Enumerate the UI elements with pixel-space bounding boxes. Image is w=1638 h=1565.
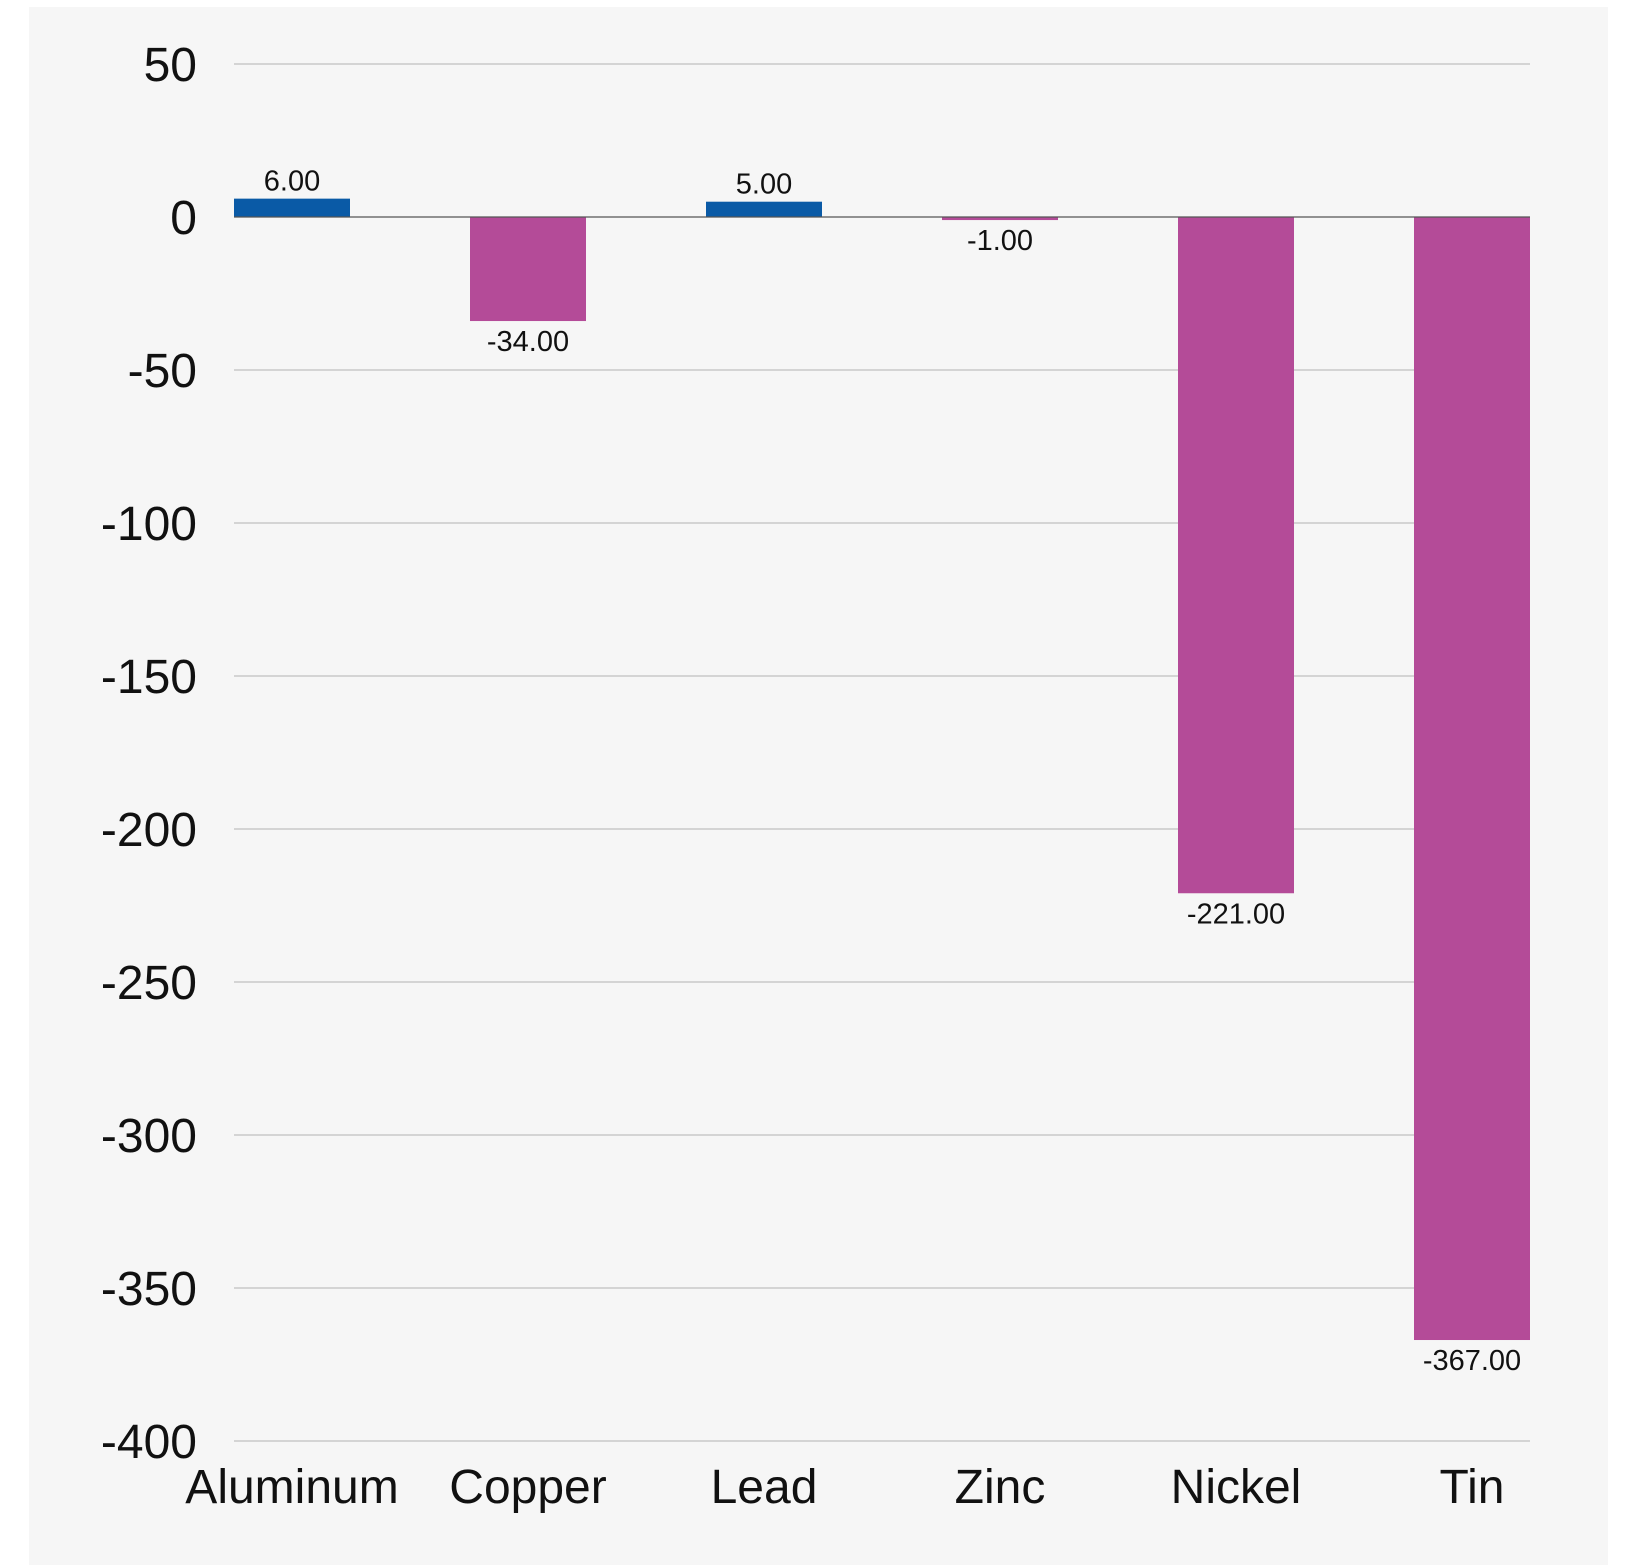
data-label: -221.00 — [1187, 898, 1285, 930]
bar-tin — [1414, 217, 1530, 1341]
data-label: -1.00 — [967, 225, 1033, 257]
y-tick-label: -400 — [101, 1416, 197, 1469]
chart-panel — [29, 7, 1608, 1565]
y-tick-label: -50 — [128, 345, 197, 398]
bar-zinc — [942, 217, 1058, 221]
x-category-label: Tin — [1440, 1461, 1505, 1514]
x-category-label: Lead — [711, 1461, 818, 1514]
x-category-label: Zinc — [955, 1461, 1046, 1514]
y-tick-label: -300 — [101, 1110, 197, 1163]
x-category-label: Aluminum — [185, 1461, 398, 1514]
y-tick-label: 0 — [170, 192, 197, 245]
data-label: -34.00 — [487, 326, 569, 358]
data-label: 5.00 — [736, 169, 792, 201]
bar-lead — [706, 201, 822, 217]
y-tick-label: -200 — [101, 804, 197, 857]
y-tick-label: -250 — [101, 957, 197, 1010]
bar-nickel — [1178, 217, 1294, 894]
y-tick-label: -150 — [101, 651, 197, 704]
y-tick-label: -350 — [101, 1263, 197, 1316]
x-category-label: Nickel — [1171, 1461, 1302, 1514]
x-category-label: Copper — [449, 1461, 606, 1514]
data-label: -367.00 — [1423, 1345, 1521, 1377]
bar-copper — [470, 217, 586, 322]
y-tick-label: 50 — [144, 39, 197, 92]
data-label: 6.00 — [264, 166, 320, 198]
bar-aluminum — [234, 198, 350, 217]
y-tick-label: -100 — [101, 498, 197, 551]
